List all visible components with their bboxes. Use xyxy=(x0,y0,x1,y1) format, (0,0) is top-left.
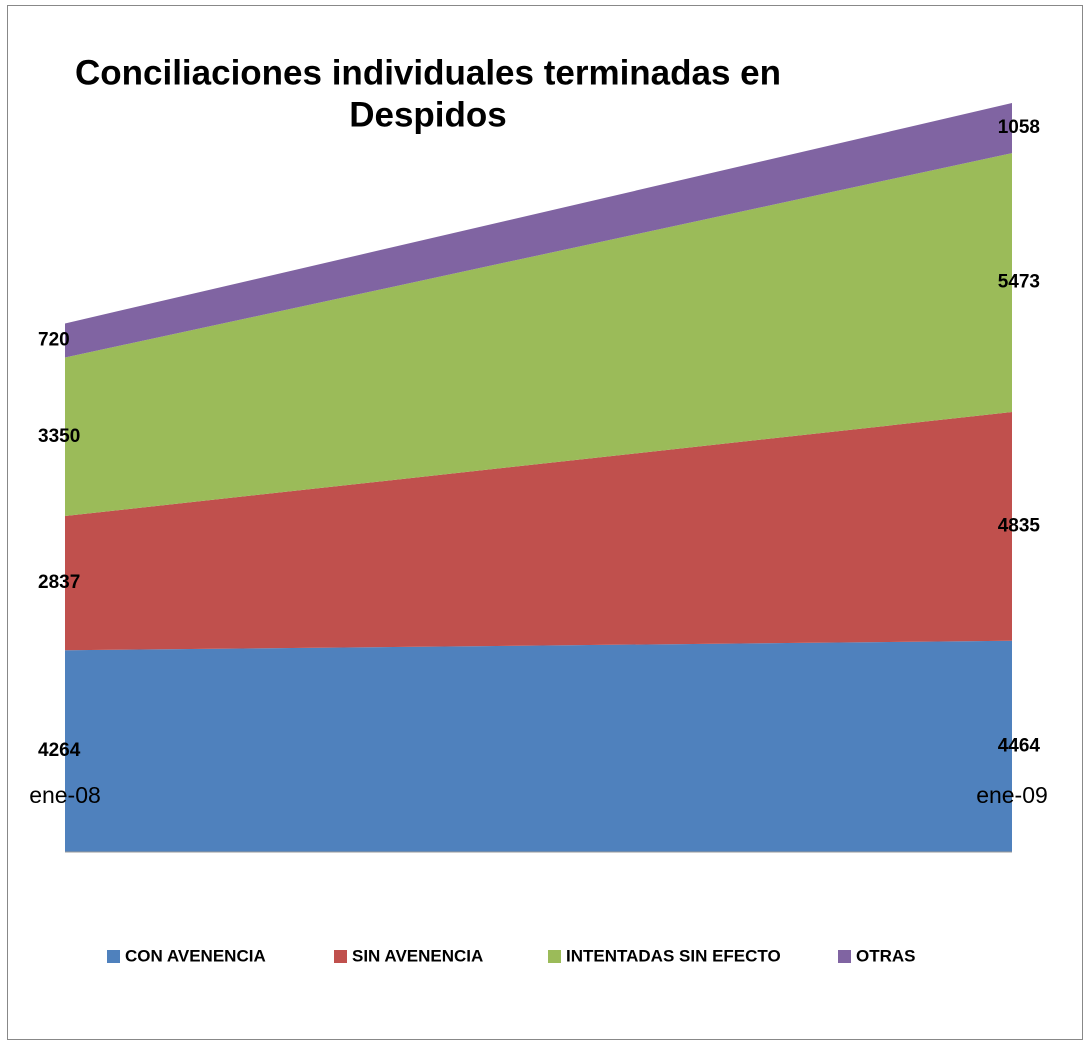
area xyxy=(65,412,1012,651)
legend-label: SIN AVENENCIA xyxy=(352,946,483,965)
legend-label: OTRAS xyxy=(856,946,916,965)
area xyxy=(65,153,1012,517)
data-label: 2837 xyxy=(38,572,80,593)
chart-title: Despidos xyxy=(349,95,507,134)
data-label: 720 xyxy=(38,330,70,351)
data-label: 4464 xyxy=(998,735,1041,756)
legend-swatch xyxy=(548,950,561,963)
data-label: 4835 xyxy=(998,515,1041,536)
data-label: 5473 xyxy=(998,272,1040,293)
x-tick-label: ene-09 xyxy=(976,782,1048,808)
data-label: 3350 xyxy=(38,426,80,447)
x-tick-label: ene-08 xyxy=(29,782,101,808)
data-label: 1058 xyxy=(998,117,1040,138)
area xyxy=(65,103,1012,358)
legend-label: CON AVENENCIA xyxy=(125,946,266,965)
area xyxy=(65,640,1012,852)
legend-swatch xyxy=(334,950,347,963)
legend-swatch xyxy=(838,950,851,963)
legend-swatch xyxy=(107,950,120,963)
chart-title: Conciliaciones individuales terminadas e… xyxy=(75,53,781,92)
legend-label: INTENTADAS SIN EFECTO xyxy=(566,946,781,965)
data-label: 4264 xyxy=(38,740,81,761)
